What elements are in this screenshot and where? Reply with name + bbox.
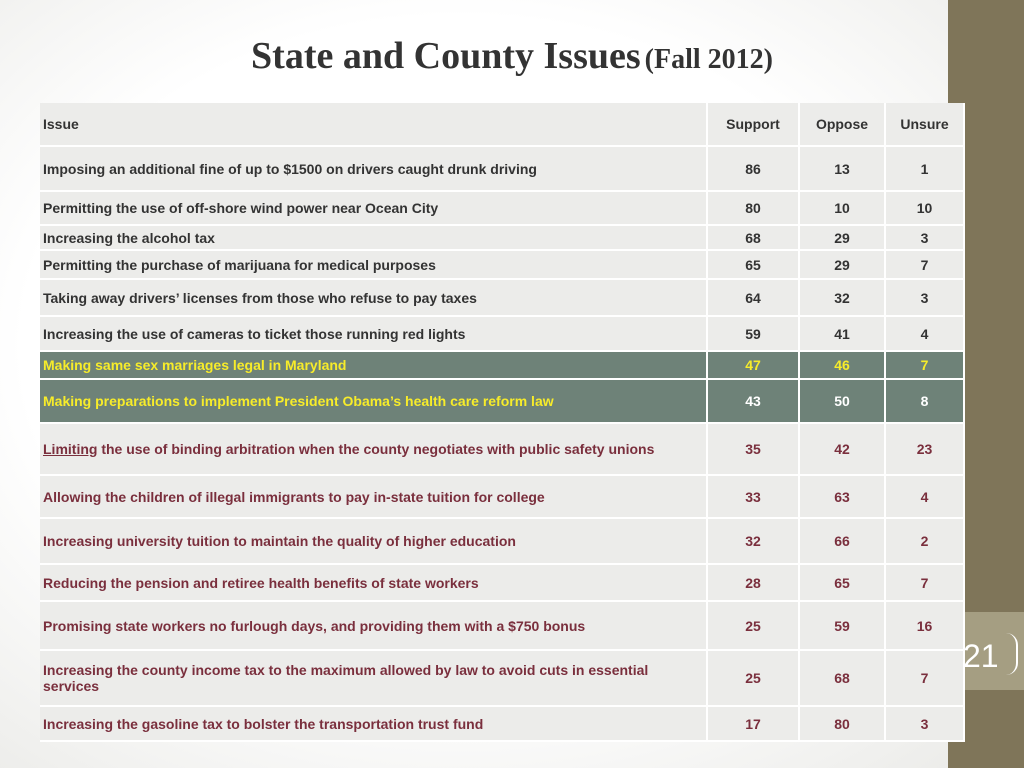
page-number-bracket (1004, 633, 1018, 675)
table-row: Increasing the county income tax to the … (40, 651, 965, 707)
issue-emphasis: Limiting (43, 441, 98, 457)
oppose-cell: 80 (800, 707, 886, 742)
issue-cell: Promising state workers no furlough days… (40, 602, 708, 651)
issue-cell: Increasing the alcohol tax (40, 226, 708, 251)
issue-cell: Making preparations to implement Preside… (40, 380, 708, 424)
table-row: Imposing an additional fine of up to $15… (40, 147, 965, 192)
table-row-highlighted: Making same sex marriages legal in Maryl… (40, 352, 965, 380)
support-cell: 65 (708, 251, 800, 280)
unsure-cell: 8 (886, 380, 965, 424)
table-row: Promising state workers no furlough days… (40, 602, 965, 651)
support-cell: 33 (708, 476, 800, 519)
issue-cell: Permitting the use of off-shore wind pow… (40, 192, 708, 226)
unsure-cell: 4 (886, 317, 965, 352)
header-oppose: Oppose (800, 103, 886, 147)
issue-cell: Taking away drivers’ licenses from those… (40, 280, 708, 317)
support-cell: 32 (708, 519, 800, 565)
oppose-cell: 29 (800, 251, 886, 280)
issue-cell: Imposing an additional fine of up to $15… (40, 147, 708, 192)
header-unsure: Unsure (886, 103, 965, 147)
issue-cell: Increasing the county income tax to the … (40, 651, 708, 707)
issue-cell: Making same sex marriages legal in Maryl… (40, 352, 708, 380)
support-cell: 86 (708, 147, 800, 192)
table-header-row: Issue Support Oppose Unsure (40, 103, 965, 147)
support-cell: 80 (708, 192, 800, 226)
oppose-cell: 32 (800, 280, 886, 317)
unsure-cell: 7 (886, 352, 965, 380)
header-issue: Issue (40, 103, 708, 147)
oppose-cell: 50 (800, 380, 886, 424)
oppose-cell: 46 (800, 352, 886, 380)
unsure-cell: 2 (886, 519, 965, 565)
support-cell: 25 (708, 602, 800, 651)
table-row: Permitting the purchase of marijuana for… (40, 251, 965, 280)
support-cell: 64 (708, 280, 800, 317)
table-row: Increasing the gasoline tax to bolster t… (40, 707, 965, 742)
unsure-cell: 7 (886, 251, 965, 280)
oppose-cell: 66 (800, 519, 886, 565)
slide-title-main: State and County Issues (251, 35, 641, 77)
unsure-cell: 3 (886, 707, 965, 742)
unsure-cell: 23 (886, 424, 965, 476)
issue-cell: Allowing the children of illegal immigra… (40, 476, 708, 519)
oppose-cell: 41 (800, 317, 886, 352)
unsure-cell: 3 (886, 226, 965, 251)
table-row-highlighted: Making preparations to implement Preside… (40, 380, 965, 424)
table-row: Reducing the pension and retiree health … (40, 565, 965, 602)
slide-title-sub: (Fall 2012) (644, 44, 773, 75)
oppose-cell: 42 (800, 424, 886, 476)
support-cell: 47 (708, 352, 800, 380)
table-row: Increasing the use of cameras to ticket … (40, 317, 965, 352)
table-row: Permitting the use of off-shore wind pow… (40, 192, 965, 226)
issue-cell: Increasing university tuition to maintai… (40, 519, 708, 565)
table-row: Increasing the alcohol tax 68 29 3 (40, 226, 965, 251)
unsure-cell: 1 (886, 147, 965, 192)
table-row: Taking away drivers’ licenses from those… (40, 280, 965, 317)
issue-cell: Increasing the use of cameras to ticket … (40, 317, 708, 352)
table-row: Increasing university tuition to maintai… (40, 519, 965, 565)
support-cell: 43 (708, 380, 800, 424)
support-cell: 17 (708, 707, 800, 742)
table-row: Allowing the children of illegal immigra… (40, 476, 965, 519)
oppose-cell: 13 (800, 147, 886, 192)
page-number: 21 (963, 638, 999, 674)
support-cell: 28 (708, 565, 800, 602)
issue-rest: the use of binding arbitration when the … (97, 441, 655, 457)
support-cell: 68 (708, 226, 800, 251)
issues-table: Issue Support Oppose Unsure Imposing an … (40, 103, 965, 742)
issue-cell: Increasing the gasoline tax to bolster t… (40, 707, 708, 742)
unsure-cell: 7 (886, 565, 965, 602)
oppose-cell: 29 (800, 226, 886, 251)
slide-title: State and County Issues (Fall 2012) (0, 34, 1024, 78)
issue-cell: Limiting the use of binding arbitration … (40, 424, 708, 476)
issue-cell: Reducing the pension and retiree health … (40, 565, 708, 602)
header-support: Support (708, 103, 800, 147)
unsure-cell: 16 (886, 602, 965, 651)
support-cell: 35 (708, 424, 800, 476)
table-row: Limiting the use of binding arbitration … (40, 424, 965, 476)
unsure-cell: 10 (886, 192, 965, 226)
oppose-cell: 68 (800, 651, 886, 707)
oppose-cell: 63 (800, 476, 886, 519)
issue-cell: Permitting the purchase of marijuana for… (40, 251, 708, 280)
unsure-cell: 7 (886, 651, 965, 707)
unsure-cell: 4 (886, 476, 965, 519)
oppose-cell: 65 (800, 565, 886, 602)
unsure-cell: 3 (886, 280, 965, 317)
support-cell: 59 (708, 317, 800, 352)
oppose-cell: 59 (800, 602, 886, 651)
support-cell: 25 (708, 651, 800, 707)
oppose-cell: 10 (800, 192, 886, 226)
